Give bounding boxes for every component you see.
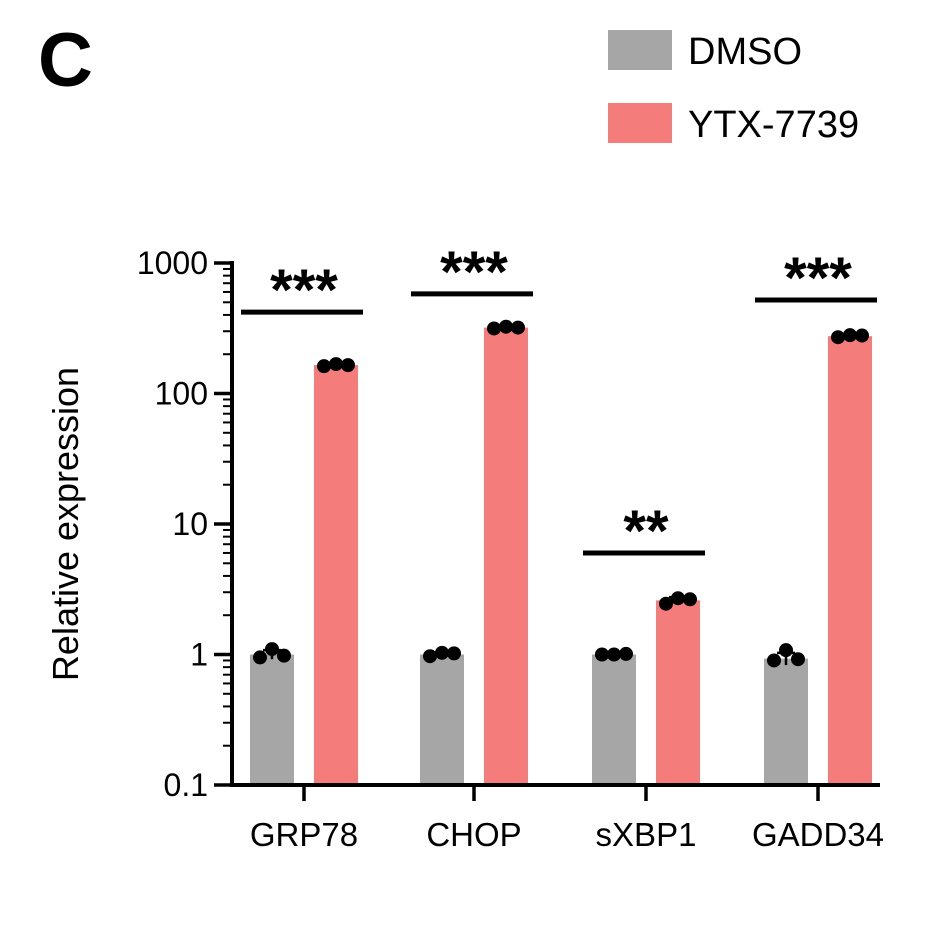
significance-label-sxbp1: ** xyxy=(623,499,669,564)
data-point-ytx-7739-gadd34-1 xyxy=(831,330,845,345)
legend-label-ytx7739: YTX-7739 xyxy=(688,104,859,146)
y-tick-label-100: 100 xyxy=(155,376,208,412)
data-point-dmso-grp78-1 xyxy=(253,650,267,665)
bar-dmso-gadd34 xyxy=(764,658,808,785)
data-point-ytx-7739-grp78-1 xyxy=(317,359,331,374)
bar-dmso-sxbp1 xyxy=(592,654,636,785)
legend-label-dmso: DMSO xyxy=(688,31,802,73)
y-tick-label-1000: 1000 xyxy=(137,245,208,281)
significance-label-grp78: *** xyxy=(270,258,338,323)
data-point-dmso-gadd34-1 xyxy=(767,653,781,668)
bar-ytx-7739-sxbp1 xyxy=(656,600,700,785)
x-tick-label-sxbp1: sXBP1 xyxy=(596,816,697,853)
y-tick-label-0-1: 0.1 xyxy=(164,767,208,803)
y-axis-title: Relative expression xyxy=(45,367,86,681)
data-point-dmso-grp78-2 xyxy=(265,642,279,657)
data-point-ytx-7739-grp78-3 xyxy=(341,358,355,373)
data-point-dmso-sxbp1-2 xyxy=(607,647,621,662)
x-tick-label-chop: CHOP xyxy=(426,816,521,853)
points-layer xyxy=(253,319,869,668)
y-tick-label-10: 10 xyxy=(172,506,208,542)
y-tick-label-1: 1 xyxy=(190,637,208,673)
bar-dmso-grp78 xyxy=(250,654,294,785)
bar-ytx-7739-gadd34 xyxy=(828,336,872,785)
significance-label-gadd34: *** xyxy=(784,246,852,311)
data-point-dmso-chop-3 xyxy=(447,646,461,661)
x-tick-label-gadd34: GADD34 xyxy=(752,816,884,853)
significance-label-chop: *** xyxy=(440,240,508,305)
data-point-ytx-7739-chop-2 xyxy=(499,319,513,334)
data-point-dmso-chop-1 xyxy=(423,649,437,664)
panel-label: C xyxy=(38,18,93,103)
data-point-dmso-sxbp1-1 xyxy=(595,647,609,662)
data-point-ytx-7739-chop-1 xyxy=(487,321,501,336)
data-point-dmso-chop-2 xyxy=(435,645,449,660)
x-tick-label-grp78: GRP78 xyxy=(250,816,358,853)
bars-layer xyxy=(250,327,872,785)
legend: DMSO YTX-7739 xyxy=(608,30,859,146)
significance-layer: *** ******** xyxy=(241,240,877,564)
axes-layer: GRP78 CHOP sXBP1 GADD34 0.1 1 10 100 1000 xyxy=(137,245,884,853)
legend-swatch-ytx7739 xyxy=(608,103,672,143)
data-point-dmso-gadd34-3 xyxy=(791,652,805,667)
data-point-ytx-7739-sxbp1-3 xyxy=(683,592,697,607)
data-point-ytx-7739-gadd34-3 xyxy=(855,328,869,343)
bar-ytx-7739-chop xyxy=(484,327,528,785)
data-point-ytx-7739-grp78-2 xyxy=(329,357,343,372)
data-point-dmso-sxbp1-3 xyxy=(619,646,633,661)
bar-ytx-7739-grp78 xyxy=(314,365,358,785)
data-point-dmso-grp78-3 xyxy=(277,648,291,663)
data-point-ytx-7739-chop-3 xyxy=(511,320,525,335)
legend-swatch-dmso xyxy=(608,30,672,70)
data-point-ytx-7739-sxbp1-1 xyxy=(659,596,673,611)
bar-dmso-chop xyxy=(420,654,464,785)
data-point-dmso-gadd34-2 xyxy=(779,643,793,658)
data-point-ytx-7739-sxbp1-2 xyxy=(671,591,685,606)
data-point-ytx-7739-gadd34-2 xyxy=(843,328,857,343)
